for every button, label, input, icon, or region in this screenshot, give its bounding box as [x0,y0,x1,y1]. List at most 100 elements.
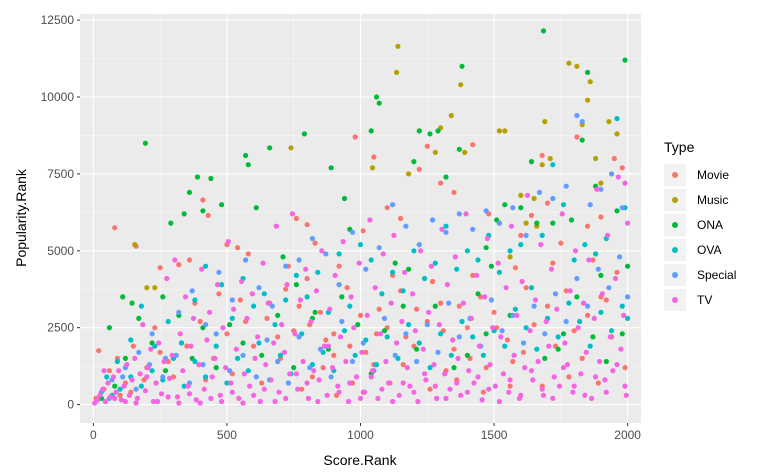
point-ova [438,331,444,337]
point-tv [345,398,352,405]
point-tv [319,248,325,254]
point-movie [510,358,516,365]
point-tv [223,365,229,371]
point-tv [551,374,557,380]
point-tv [311,368,317,374]
point-tv [621,312,627,318]
point-tv [364,312,370,318]
point-ova [571,257,577,263]
point-special [264,337,270,343]
point-movie [558,240,564,246]
point-ova [261,291,267,297]
point-ona [542,355,548,361]
point-movie [336,263,342,269]
point-special [609,171,615,177]
point-tv [165,394,171,400]
point-ova [224,380,230,386]
point-special [430,217,436,223]
point-tv [97,392,103,398]
point-movie [619,165,625,171]
point-tv [335,383,341,389]
point-tv [625,220,631,226]
x-tick-label: 0 [90,428,97,442]
point-special [390,202,396,208]
point-ova [422,275,428,282]
point-movie [438,300,444,306]
point-tv [605,232,611,238]
point-tv [388,300,394,306]
point-ona [240,340,246,346]
point-movie [130,343,136,349]
point-special [435,349,441,355]
point-ona [120,294,126,300]
x-tick-label: 1000 [347,428,374,442]
point-tv [118,397,124,403]
point-special [496,220,502,226]
point-ova [593,251,599,257]
point-tv [508,223,514,229]
point-special [363,266,369,272]
point-ona [312,309,318,315]
point-tv [105,380,111,386]
point-tv [535,358,541,365]
point-ona [122,355,128,361]
point-movie [622,365,628,371]
point-tv [586,257,592,263]
point-tv [142,388,148,394]
point-movie [309,374,315,380]
point-tv [193,397,199,403]
point-tv [500,371,506,377]
point-tv [495,260,501,266]
point-tv [377,331,384,337]
point-tv [166,375,173,381]
point-movie [331,331,337,337]
point-ova [400,288,406,294]
point-movie [152,325,158,331]
point-tv [100,386,106,392]
point-ova [245,368,251,374]
legend-label-music: Music [697,193,728,207]
point-movie [427,386,433,392]
point-ona [208,175,214,182]
point-tv [436,322,442,328]
point-tv [468,315,474,321]
point-tv [356,260,362,266]
point-ona [112,383,118,389]
point-tv [273,223,279,229]
point-movie [507,383,513,389]
point-movie [531,322,537,328]
point-ova [518,242,524,248]
point-tv [622,383,628,389]
point-special [173,352,179,358]
point-tv [614,362,620,368]
point-tv [538,242,544,248]
point-movie [590,257,596,263]
point-ona [400,303,406,309]
point-ona [464,352,470,358]
point-special [176,309,182,315]
point-tv [251,392,257,398]
point-music [531,195,537,202]
point-tv [357,395,364,401]
point-movie [585,312,591,318]
point-tv [347,380,353,386]
point-movie [595,380,601,386]
point-tv [623,392,629,398]
point-special [203,322,209,328]
point-ova [555,334,561,340]
point-movie [571,328,577,334]
point-tv [321,343,327,349]
point-ova [512,306,519,312]
point-ona [267,145,273,151]
point-special [227,368,233,374]
point-movie [614,269,620,275]
point-movie [464,325,470,331]
point-tv [199,266,205,272]
point-tv [486,386,492,392]
point-music [144,285,150,291]
point-special [499,328,505,334]
point-special [216,269,222,275]
point-tv [581,300,587,306]
point-tv [132,355,138,361]
point-movie [304,275,310,282]
